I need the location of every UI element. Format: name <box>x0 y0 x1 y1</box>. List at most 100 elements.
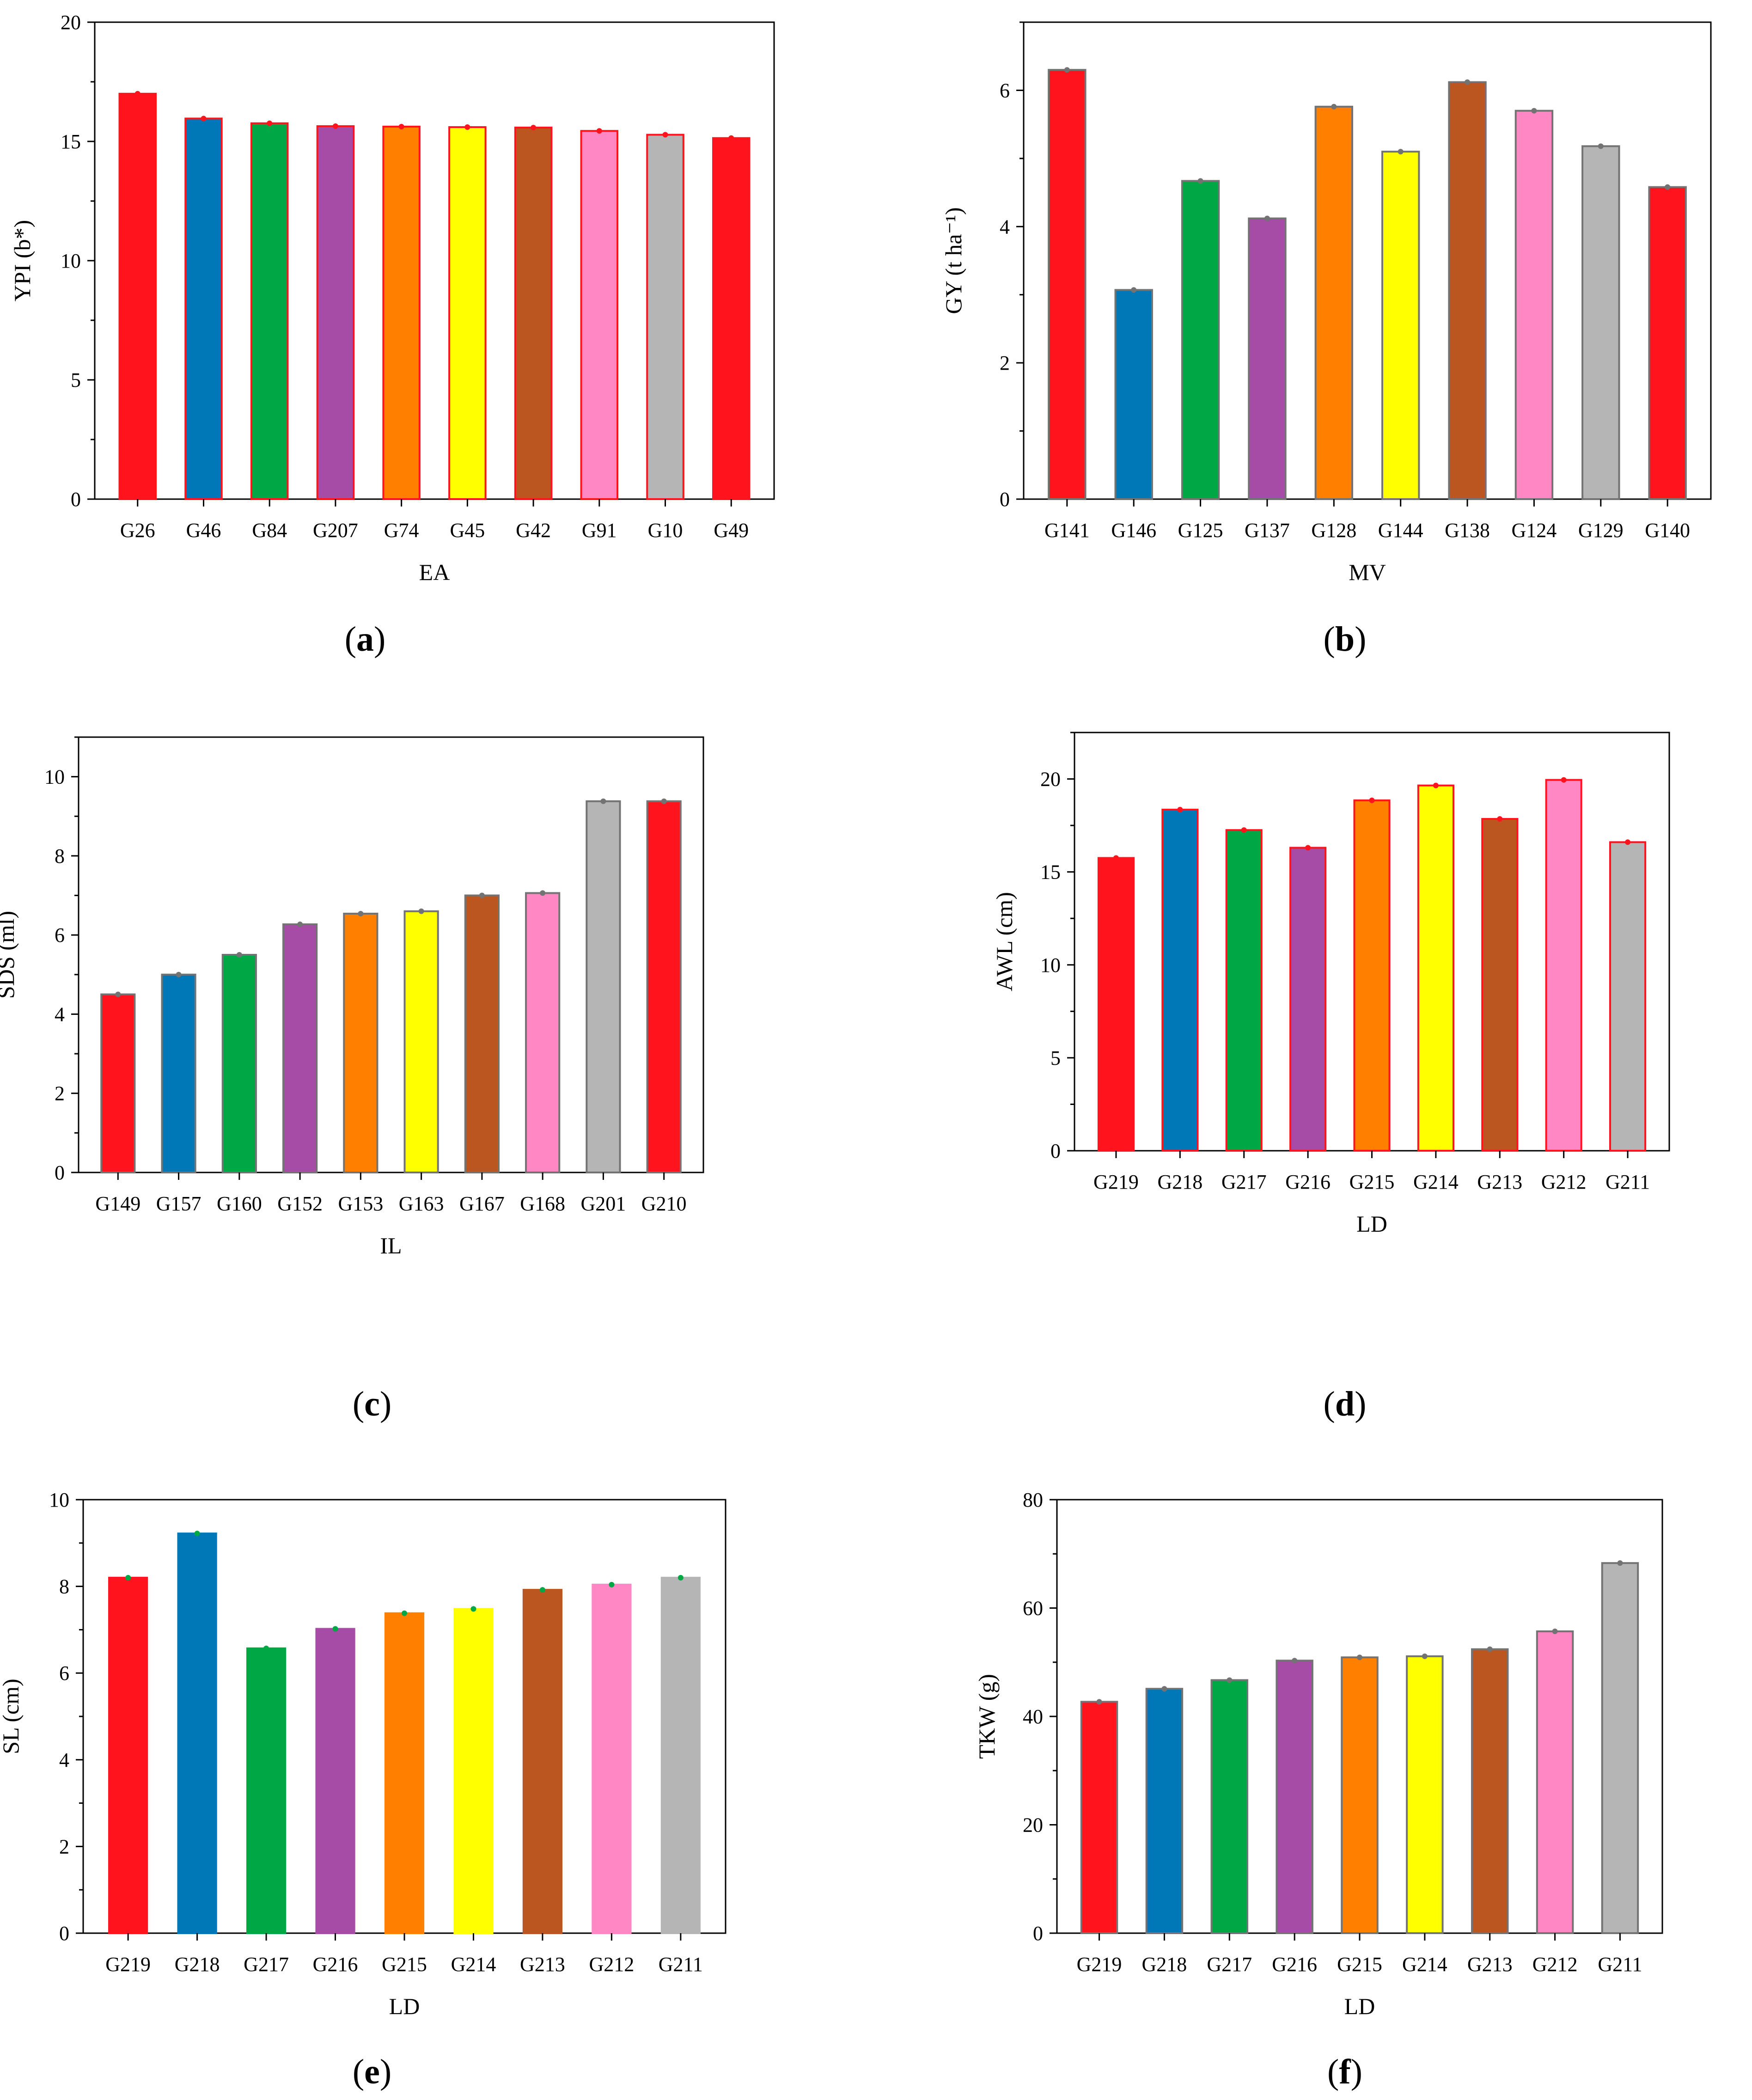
x-tick-label: G125 <box>1178 519 1223 542</box>
mean-marker-G212 <box>609 1581 615 1587</box>
bar-G144 <box>1381 151 1420 501</box>
y-axis-title: AWL (cm) <box>991 892 1017 991</box>
bar-G215 <box>1341 1656 1379 1934</box>
mean-marker-G138 <box>1465 79 1471 85</box>
bar-G137 <box>1248 217 1287 500</box>
mean-marker-G160 <box>236 952 242 958</box>
chart-f: 0 20 40 60 80 G219 G218 G217 G216 G215 G214 G213 G21… <box>974 1489 1663 2019</box>
x-tick-label: G218 <box>1157 1171 1203 1193</box>
y-tick-label: 15 <box>1040 861 1061 884</box>
x-tick-label: G216 <box>313 1953 358 1976</box>
x-tick-label: G215 <box>1349 1171 1395 1193</box>
mean-marker-G49 <box>728 135 734 141</box>
mean-marker-G45 <box>464 124 470 130</box>
bar-G138 <box>1448 81 1487 501</box>
y-axis-title: SL (cm) <box>0 1679 24 1754</box>
y-axis-title: GY (t ha⁻¹) <box>940 207 966 314</box>
y-tick-label: 8 <box>59 1575 69 1598</box>
x-tick-label: G211 <box>1605 1171 1650 1193</box>
x-tick-label: G45 <box>450 519 485 542</box>
y-axis-title: YPI (b*) <box>9 220 35 301</box>
x-tick-label: G212 <box>1541 1171 1587 1193</box>
bar-G218 <box>177 1532 217 1934</box>
bar-G212 <box>592 1583 632 1934</box>
y-axis-title: SDS (ml) <box>0 911 19 999</box>
y-tick-label: 5 <box>1050 1047 1061 1069</box>
x-tick-label: G168 <box>520 1192 565 1215</box>
mean-marker-G140 <box>1665 184 1671 190</box>
x-tick-label: G212 <box>1532 1953 1578 1976</box>
bar-G163 <box>403 910 439 1173</box>
bar-G91 <box>580 130 619 500</box>
bar-G26 <box>118 92 157 501</box>
x-tick-label: G214 <box>1413 1171 1459 1193</box>
mean-marker-G129 <box>1598 143 1604 149</box>
mean-marker-G144 <box>1398 149 1404 155</box>
bar-G211 <box>660 1576 701 1934</box>
bar-G213 <box>522 1589 563 1934</box>
y-tick-label: 4 <box>55 1003 65 1026</box>
plot-frame <box>78 736 704 1173</box>
mean-marker-G214 <box>1422 1653 1428 1659</box>
y-tick-label: 2 <box>55 1082 65 1105</box>
y-tick-label: 80 <box>1023 1489 1043 1511</box>
mean-marker-G216 <box>1305 845 1311 851</box>
mean-marker-G211 <box>678 1575 684 1581</box>
plot-frame <box>1023 21 1712 500</box>
bar-G219 <box>1080 1701 1118 1935</box>
bar-G157 <box>161 973 196 1173</box>
y-tick-label: 2 <box>1000 352 1010 374</box>
bar-G216 <box>315 1628 355 1934</box>
mean-marker-G84 <box>267 120 273 126</box>
x-tick-label: G207 <box>313 519 358 542</box>
bar-G211 <box>1601 1562 1639 1934</box>
mean-marker-G124 <box>1531 108 1537 114</box>
mean-marker-G212 <box>1561 777 1567 783</box>
mean-marker-G217 <box>263 1645 269 1651</box>
x-tick-label: G201 <box>581 1192 626 1215</box>
y-tick-label: 20 <box>1023 1814 1043 1837</box>
mean-marker-G219 <box>1096 1699 1102 1705</box>
mean-marker-G149 <box>115 991 121 997</box>
x-tick-label: G146 <box>1111 519 1156 542</box>
x-tick-label: G49 <box>714 519 749 542</box>
mean-marker-G214 <box>470 1606 476 1612</box>
mean-marker-G215 <box>1369 797 1375 803</box>
y-tick-label: 60 <box>1023 1597 1043 1620</box>
chart-e: 0 2 4 6 8 10 G219 G218 G217 G216 G215 G214 G213 G212 G… <box>0 1489 726 2019</box>
bar-G201 <box>586 800 621 1174</box>
mean-marker-G163 <box>418 908 424 914</box>
mean-marker-G216 <box>332 1626 338 1632</box>
x-axis-title: EA <box>419 559 450 585</box>
mean-marker-G210 <box>661 798 667 804</box>
mean-marker-G167 <box>479 892 485 898</box>
mean-marker-G146 <box>1131 287 1137 293</box>
mean-marker-G212 <box>1552 1628 1558 1634</box>
bar-G212 <box>1545 779 1582 1152</box>
bar-G218 <box>1145 1688 1184 1934</box>
x-tick-label: G211 <box>659 1953 703 1976</box>
mean-marker-G211 <box>1625 839 1631 845</box>
chart-d: 0 5 10 15 20 G219 G218 G217 G216 G215 G214 G213 G212… <box>991 732 1670 1237</box>
mean-marker-G207 <box>332 123 338 129</box>
mean-marker-G217 <box>1227 1677 1233 1683</box>
x-tick-label: G138 <box>1445 519 1490 542</box>
mean-marker-G213 <box>1487 1646 1493 1652</box>
y-tick-label: 0 <box>55 1161 65 1184</box>
y-tick-label: 0 <box>1000 488 1010 511</box>
x-tick-label: G217 <box>1221 1171 1267 1193</box>
x-tick-label: G211 <box>1598 1953 1642 1976</box>
bar-G125 <box>1181 180 1220 501</box>
bar-G74 <box>382 126 421 500</box>
bar-G215 <box>1353 799 1391 1152</box>
x-tick-label: G218 <box>175 1953 220 1976</box>
y-tick-label: 6 <box>1000 79 1010 102</box>
y-tick-label: 6 <box>59 1662 69 1685</box>
y-tick-label: 10 <box>1040 954 1061 977</box>
y-tick-label: 0 <box>71 488 81 511</box>
x-tick-label: G153 <box>338 1192 383 1215</box>
mean-marker-G218 <box>1161 1686 1167 1692</box>
mean-marker-G216 <box>1292 1658 1298 1664</box>
y-tick-label: 5 <box>71 369 81 391</box>
x-tick-label: G213 <box>520 1953 565 1976</box>
